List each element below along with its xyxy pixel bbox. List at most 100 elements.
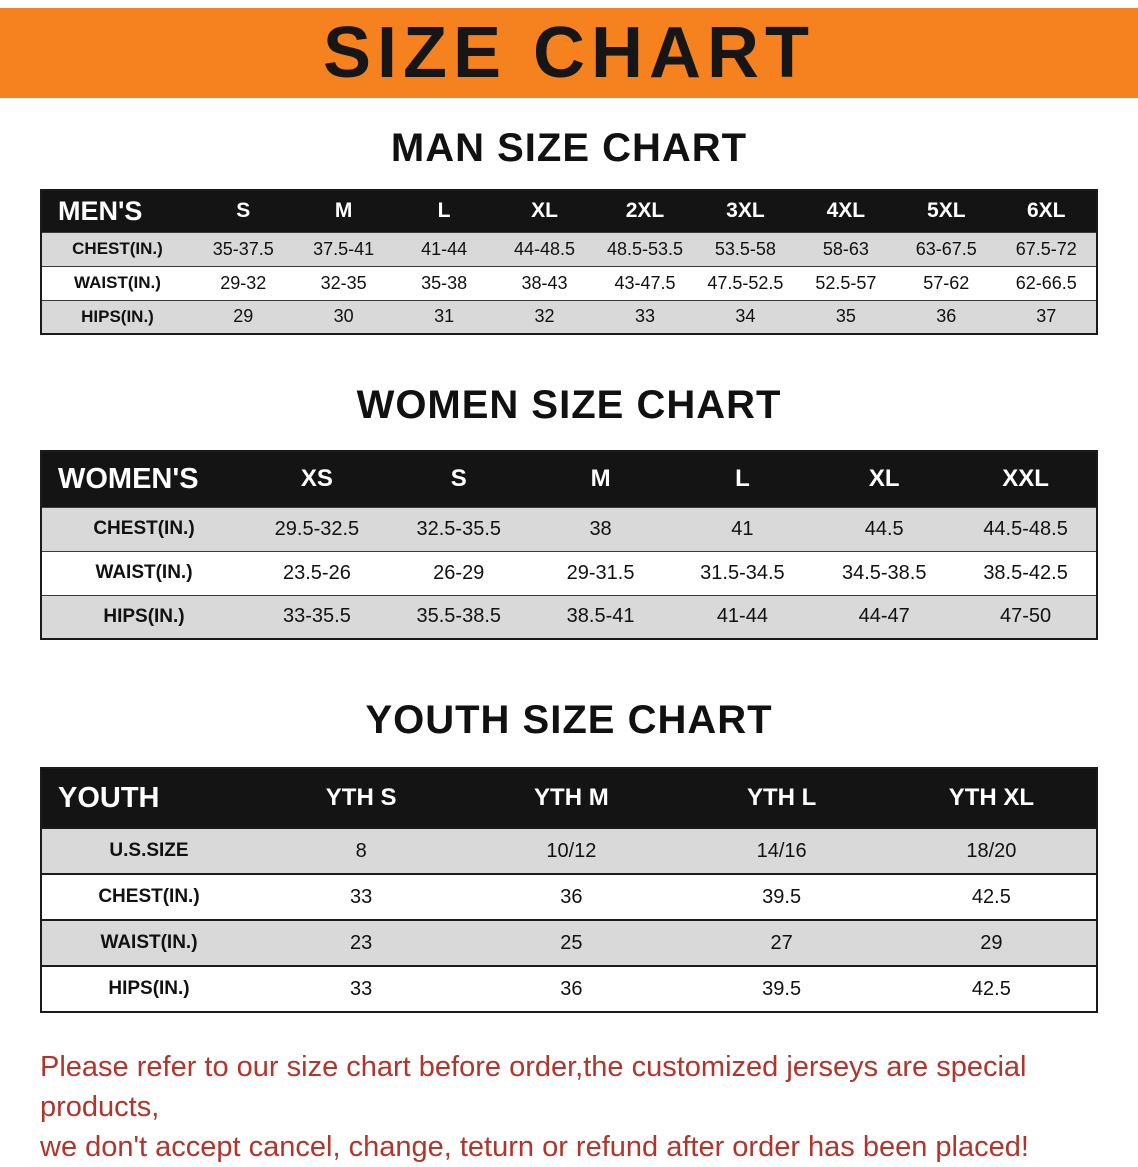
page-title: SIZE CHART xyxy=(323,13,815,93)
size-column-header: XXL xyxy=(955,451,1097,507)
size-value-cell: 29 xyxy=(980,931,1003,954)
row-label: HIPS(IN.) xyxy=(103,605,185,627)
disclaimer-line-2: we don't accept cancel, change, teturn o… xyxy=(40,1131,1029,1164)
size-value-cell: 44.5 xyxy=(864,517,904,540)
size-column-header: 3XL xyxy=(695,190,796,232)
size-value-cell: 47.5-52.5 xyxy=(707,272,784,293)
size-value-cell: 23.5-26 xyxy=(282,561,351,584)
women-section: WOMEN SIZE CHART WOMEN'S XS S M L XL XXL CHEST(… xyxy=(0,383,1138,640)
table-group-label: YOUTH xyxy=(41,768,256,828)
size-column-header: YTH L xyxy=(676,768,887,828)
size-column-header: L xyxy=(671,451,814,507)
size-column-header: YTH S xyxy=(256,768,467,828)
size-column-header: M xyxy=(293,190,394,232)
size-value-cell: 38-43 xyxy=(521,272,568,293)
size-value-cell: 26-29 xyxy=(433,561,485,584)
size-column-header: 4XL xyxy=(795,190,897,232)
size-value-cell: 32-35 xyxy=(320,272,367,293)
size-value-cell: 41 xyxy=(731,517,754,540)
size-value-cell: 33 xyxy=(634,306,655,327)
row-label: HIPS(IN.) xyxy=(108,978,190,999)
size-value-cell: 31 xyxy=(434,306,455,327)
table-row: HIPS(IN.) 33 36 39.5 42.5 xyxy=(41,966,1097,1012)
youth-section: YOUTH SIZE CHART YOUTH YTH S YTH M YTH L YTH… xyxy=(0,698,1138,1013)
size-value-cell: 52.5-57 xyxy=(815,272,877,293)
size-value-cell: 32 xyxy=(534,306,555,327)
size-value-cell: 44-47 xyxy=(858,605,910,628)
size-value-cell: 29-31.5 xyxy=(566,561,635,584)
size-value-cell: 35-38 xyxy=(421,272,468,293)
size-column-header: 5XL xyxy=(896,190,997,232)
size-value-cell: 27 xyxy=(770,931,793,954)
size-value-cell: 63-67.5 xyxy=(915,238,977,259)
size-column-header: S xyxy=(387,451,530,507)
row-label: CHEST(IN.) xyxy=(93,518,195,539)
women-section-heading: WOMEN SIZE CHART xyxy=(356,383,782,427)
row-label: WAIST(IN.) xyxy=(95,562,193,583)
size-value-cell: 29-32 xyxy=(220,272,267,293)
size-value-cell: 35 xyxy=(835,306,856,327)
size-value-cell: 33 xyxy=(350,977,373,1000)
size-value-cell: 18/20 xyxy=(966,839,1017,862)
banner: SIZE CHART xyxy=(0,8,1138,98)
size-value-cell: 62-66.5 xyxy=(1015,272,1077,293)
row-label: WAIST(IN.) xyxy=(74,273,161,292)
size-value-cell: 37 xyxy=(1036,306,1057,327)
size-column-header: M xyxy=(529,451,672,507)
size-value-cell: 47-50 xyxy=(999,605,1052,628)
size-column-header: L xyxy=(393,190,495,232)
size-value-cell: 33-35.5 xyxy=(282,605,351,628)
size-value-cell: 30 xyxy=(333,306,354,327)
size-column-header: 6XL xyxy=(996,190,1097,232)
table-row: CHEST(IN.) 33 36 39.5 42.5 xyxy=(41,874,1097,920)
men-section-heading: MAN SIZE CHART xyxy=(390,126,748,170)
table-row: CHEST(IN.) 35-37.5 37.5-41 41-44 44-48.5 48.5… xyxy=(41,232,1097,266)
size-value-cell: 41-44 xyxy=(716,605,768,628)
size-value-cell: 48.5-53.5 xyxy=(606,238,683,259)
size-value-cell: 39.5 xyxy=(762,977,802,1000)
size-value-cell: 36 xyxy=(936,306,957,327)
size-column-header: YTH XL xyxy=(886,768,1097,828)
size-value-cell: 8 xyxy=(355,839,367,862)
size-value-cell: 43-47.5 xyxy=(614,272,676,293)
table-row: U.S.SIZE 8 10/12 14/16 18/20 xyxy=(41,828,1097,874)
women-size-table: WOMEN'S XS S M L XL XXL CHEST(IN.) 29.5-32.5 32.5… xyxy=(40,450,1098,640)
youth-section-heading: YOUTH SIZE CHART xyxy=(365,698,773,742)
size-value-cell: 41-44 xyxy=(421,238,468,259)
size-value-cell: 37.5-41 xyxy=(313,238,375,259)
size-value-cell: 36 xyxy=(560,885,583,908)
table-row: HIPS(IN.) 33-35.5 35.5-38.5 38.5-41 41-44 44-… xyxy=(41,595,1097,639)
size-value-cell: 38 xyxy=(589,517,612,540)
size-value-cell: 58-63 xyxy=(822,238,869,259)
size-value-cell: 42.5 xyxy=(971,885,1011,908)
size-value-cell: 38.5-42.5 xyxy=(983,561,1068,584)
size-value-cell: 32.5-35.5 xyxy=(416,517,501,540)
size-value-cell: 35.5-38.5 xyxy=(416,605,501,628)
row-label: U.S.SIZE xyxy=(109,840,189,861)
size-value-cell: 44-48.5 xyxy=(514,238,576,259)
men-section: MAN SIZE CHART MEN'S S M L XL 2XL 3XL 4XL 5XL 6XL… xyxy=(0,126,1138,335)
table-row: WAIST(IN.) 23.5-26 26-29 29-31.5 31.5-34.5 34… xyxy=(41,551,1097,595)
youth-size-table: YOUTH YTH S YTH M YTH L YTH XL U.S.SIZE 8 10/12… xyxy=(40,767,1098,1013)
size-value-cell: 23 xyxy=(350,931,373,954)
size-value-cell: 33 xyxy=(350,885,373,908)
size-value-cell: 57-62 xyxy=(923,272,970,293)
size-column-header: 2XL xyxy=(594,190,696,232)
size-value-cell: 44.5-48.5 xyxy=(983,517,1068,540)
size-value-cell: 31.5-34.5 xyxy=(700,561,785,584)
size-column-header: YTH M xyxy=(466,768,677,828)
row-label: WAIST(IN.) xyxy=(100,932,198,953)
size-chart-page: SIZE CHART MAN SIZE CHART MEN'S S M L XL 2XL 3… xyxy=(0,8,1138,1163)
table-row: HIPS(IN.) 29 30 31 32 33 34 35 36 37 xyxy=(41,300,1097,334)
size-column-header: S xyxy=(193,190,294,232)
size-value-cell: 38.5-41 xyxy=(566,605,635,628)
table-group-label: MEN'S xyxy=(41,190,193,232)
size-value-cell: 39.5 xyxy=(762,885,802,908)
size-value-cell: 14/16 xyxy=(756,839,807,862)
size-column-header: XL xyxy=(494,190,595,232)
disclaimer-note: Please refer to our size chart before or… xyxy=(40,1047,1098,1167)
row-label: CHEST(IN.) xyxy=(72,239,163,258)
row-label: HIPS(IN.) xyxy=(81,306,154,326)
table-row: CHEST(IN.) 29.5-32.5 32.5-35.5 38 41 44.5 44.5… xyxy=(41,507,1097,551)
size-value-cell: 35-37.5 xyxy=(212,238,274,259)
